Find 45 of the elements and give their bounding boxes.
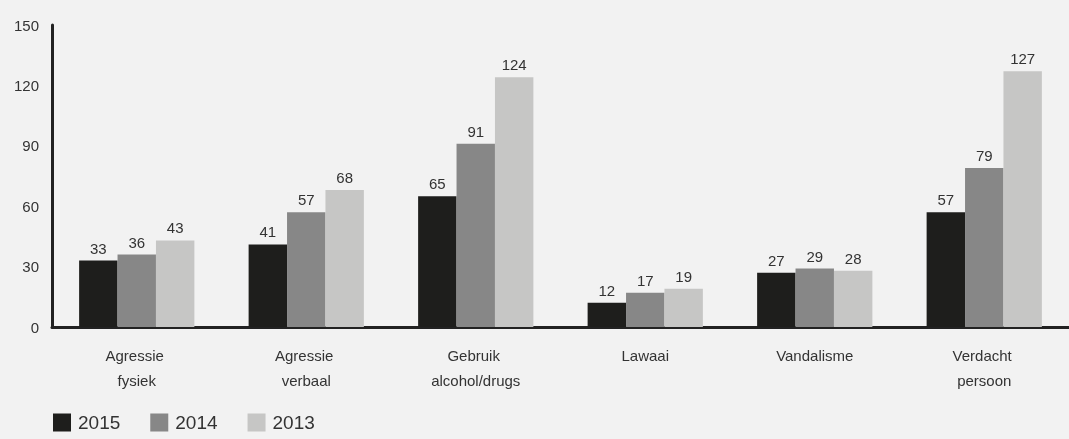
bar bbox=[456, 143, 495, 327]
data-label: 17 bbox=[636, 271, 654, 289]
x-tick-label: Vandalisme bbox=[776, 347, 854, 364]
bar bbox=[494, 77, 534, 327]
bar bbox=[795, 268, 834, 327]
y-tick-label: 30 bbox=[22, 258, 39, 276]
bar bbox=[626, 292, 665, 327]
legend-label: 2014 bbox=[175, 412, 218, 433]
data-label: 124 bbox=[501, 56, 527, 74]
data-label: 57 bbox=[937, 191, 955, 209]
data-label: 33 bbox=[89, 239, 107, 257]
data-label: 36 bbox=[128, 233, 146, 251]
y-tick-label: 150 bbox=[13, 16, 39, 34]
data-label: 79 bbox=[975, 146, 993, 164]
bar bbox=[117, 254, 156, 327]
bar bbox=[833, 270, 873, 327]
legend-label: 2013 bbox=[272, 412, 315, 433]
legend-label: 2015 bbox=[78, 412, 121, 433]
bar bbox=[155, 240, 195, 327]
y-tick-label: 90 bbox=[22, 137, 39, 155]
data-label: 19 bbox=[675, 267, 693, 285]
y-tick-label: 0 bbox=[30, 318, 39, 336]
bar bbox=[664, 288, 703, 327]
data-label: 41 bbox=[259, 223, 277, 241]
y-tick-label: 60 bbox=[22, 197, 39, 215]
data-label: 68 bbox=[336, 169, 354, 187]
data-label: 27 bbox=[767, 251, 785, 269]
bar bbox=[287, 212, 326, 327]
x-tick-label: Agressie fysiek bbox=[105, 347, 169, 389]
data-label: 65 bbox=[428, 175, 446, 193]
y-tick-label: 120 bbox=[13, 76, 39, 94]
x-tick-label: Lawaai bbox=[621, 347, 670, 364]
x-tick-label: Gebruik alcohol/drugs bbox=[431, 347, 521, 389]
bar bbox=[965, 167, 1004, 327]
x-tick-label: Agressie verbaal bbox=[274, 347, 338, 389]
data-label: 28 bbox=[844, 249, 862, 267]
data-label: 57 bbox=[297, 191, 315, 209]
x-tick-label: Verdacht persoon bbox=[952, 347, 1016, 389]
data-label: 91 bbox=[467, 122, 485, 140]
data-label: 127 bbox=[1010, 50, 1036, 68]
bar bbox=[1003, 71, 1042, 327]
data-label: 12 bbox=[598, 281, 616, 299]
data-label: 43 bbox=[166, 219, 184, 237]
bar bbox=[325, 190, 364, 327]
data-label: 29 bbox=[806, 247, 824, 265]
